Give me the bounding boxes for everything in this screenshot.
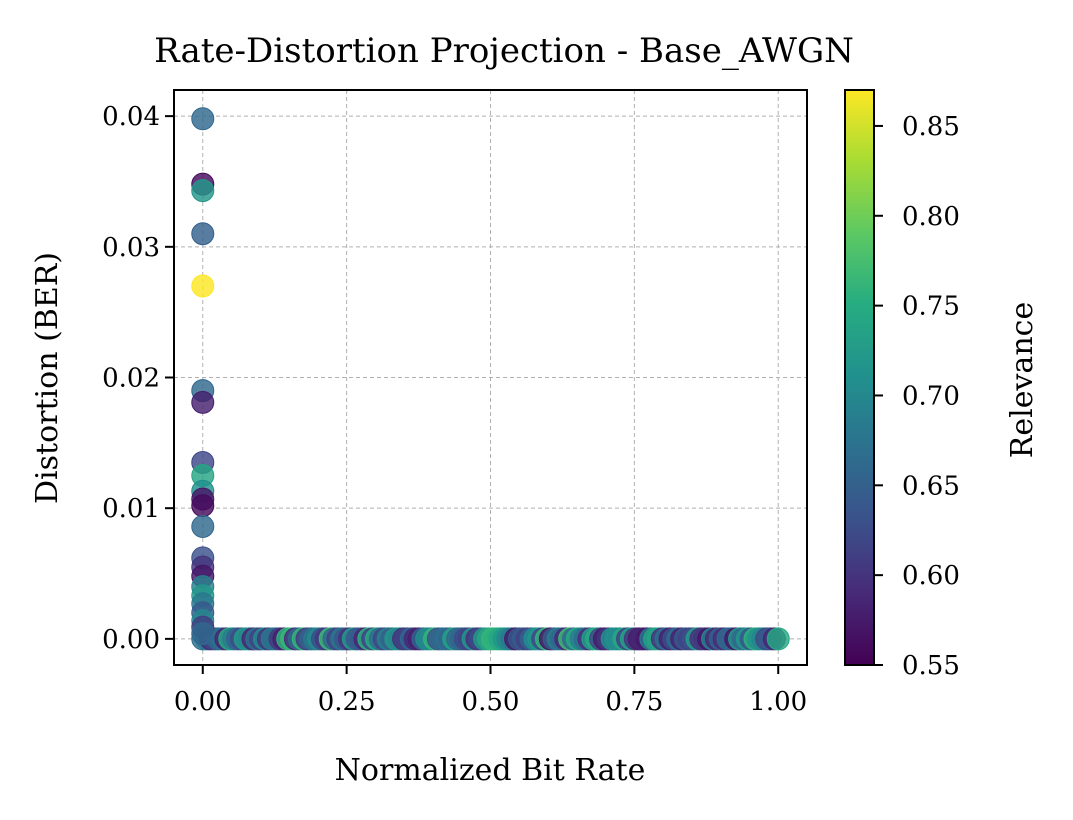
x-axis-ticks: 0.00 0.25 0.50 0.75 1.00 [174, 665, 807, 717]
y-tick-label: 0.03 [102, 233, 160, 263]
x-axis-label: Normalized Bit Rate [335, 753, 646, 788]
x-tick-label: 0.50 [462, 687, 520, 717]
colorbar [845, 90, 874, 665]
x-tick-label: 0.75 [605, 687, 663, 717]
colorbar-tick-label: 0.65 [902, 471, 960, 501]
scatter-point [191, 179, 215, 203]
colorbar-tick-label: 0.75 [902, 292, 960, 322]
colorbar-tick-label: 0.70 [902, 381, 960, 411]
scatter-point [191, 107, 215, 131]
colorbar-ticks: 0.55 0.60 0.65 0.70 0.75 0.80 0.85 [874, 112, 960, 681]
scatter-point [191, 494, 215, 518]
grid-lines [174, 90, 807, 665]
x-tick-label: 0.00 [174, 687, 232, 717]
scatter-point [191, 274, 215, 298]
scatter-point [766, 627, 790, 651]
colorbar-label: Relevance [1005, 302, 1040, 458]
y-tick-label: 0.00 [102, 625, 160, 655]
scatter-point [191, 390, 215, 414]
chart-title: Rate-Distortion Projection - Base_AWGN [154, 31, 854, 71]
colorbar-tick-label: 0.60 [902, 561, 960, 591]
colorbar-frame [844, 89, 875, 666]
scatter-point [191, 222, 215, 246]
colorbar-tick-label: 0.80 [902, 202, 960, 232]
y-tick-label: 0.04 [102, 102, 160, 132]
colorbar-tick-label: 0.85 [902, 112, 960, 142]
y-axis-label: Distortion (BER) [30, 252, 65, 504]
scatter-point [191, 622, 215, 646]
y-tick-label: 0.01 [102, 494, 160, 524]
scatter-point [191, 514, 215, 538]
y-tick-label: 0.02 [102, 364, 160, 394]
x-tick-label: 0.25 [318, 687, 376, 717]
scatter-points [191, 107, 790, 651]
x-tick-label: 1.00 [749, 687, 807, 717]
y-axis-ticks: 0.00 0.01 0.02 0.03 0.04 [102, 102, 174, 655]
colorbar-tick-label: 0.55 [902, 651, 960, 681]
